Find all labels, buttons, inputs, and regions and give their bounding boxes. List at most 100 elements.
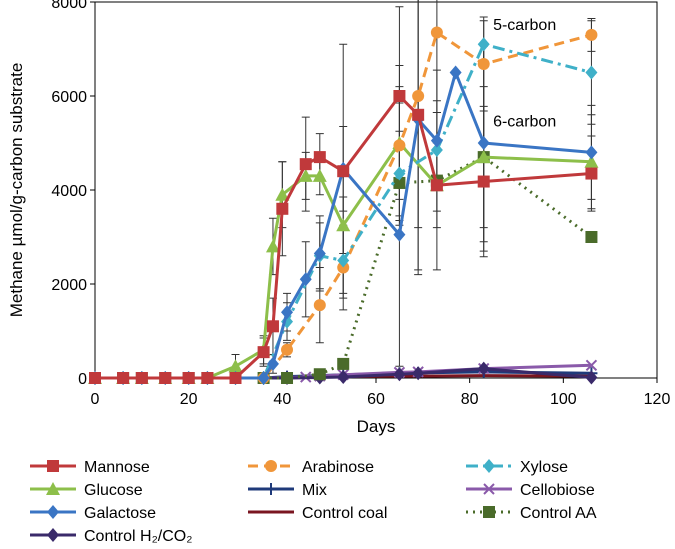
data-point xyxy=(266,320,279,333)
legend-label: Control coal xyxy=(302,505,387,522)
legend-label: Galactose xyxy=(84,505,156,522)
data-point xyxy=(313,246,326,261)
legend-item-arabinose: Arabinose xyxy=(248,459,374,476)
legend-item-control-coal: Control coal xyxy=(248,505,387,522)
legend-item-cellobiose: Cellobiose xyxy=(466,482,595,499)
data-point xyxy=(159,372,172,384)
data-point xyxy=(313,151,326,164)
data-point xyxy=(337,357,350,370)
data-point xyxy=(412,366,425,381)
x-tick-label: 120 xyxy=(644,391,671,408)
data-point xyxy=(430,179,443,192)
data-point xyxy=(281,305,294,320)
x-tick-label: 60 xyxy=(367,391,385,408)
data-point xyxy=(281,343,294,356)
legend-marker xyxy=(483,506,495,518)
data-point xyxy=(89,372,101,384)
legend-label: Glucose xyxy=(84,482,143,499)
legend-item-control-aa: Control AA xyxy=(466,505,597,522)
legend: Mannose Arabinose Xylose Glucose Mix Cellobio… xyxy=(30,459,597,545)
annotation-6-carbon: 6-carbon xyxy=(493,114,556,131)
x-tick-label: 0 xyxy=(91,391,100,408)
series-mannose xyxy=(89,90,598,384)
legend-item-xylose: Xylose xyxy=(466,459,568,476)
data-point xyxy=(585,359,598,372)
data-point xyxy=(257,346,270,359)
data-point xyxy=(281,372,294,384)
data-point xyxy=(412,90,425,102)
annotation-5-carbon: 5-carbon xyxy=(493,17,556,34)
data-point xyxy=(585,28,598,41)
data-point xyxy=(449,65,462,80)
data-point xyxy=(336,218,351,232)
data-point xyxy=(312,168,327,182)
data-point xyxy=(585,145,598,160)
data-point xyxy=(299,272,312,287)
x-tick-label: 80 xyxy=(461,391,479,408)
data-point xyxy=(201,372,214,384)
data-point xyxy=(298,168,313,182)
data-point xyxy=(477,37,490,52)
data-point xyxy=(182,372,195,384)
data-point xyxy=(337,370,350,385)
x-tick-label: 20 xyxy=(180,391,198,408)
legend-label: Control H₂/CO₂ xyxy=(84,528,192,545)
legend-marker xyxy=(47,505,59,519)
series-layer xyxy=(88,26,599,385)
x-tick-label: 100 xyxy=(550,391,577,408)
legend-item-galactose: Galactose xyxy=(30,505,156,522)
axes-layer: 0 2000 4000 6000 8000 0 20 40 60 80 100 120 Days Meth… xyxy=(7,0,670,436)
legend-label: Xylose xyxy=(520,459,568,476)
legend-marker xyxy=(483,483,495,495)
annotations-layer: 5-carbon 6-carbon xyxy=(493,17,556,130)
legend-marker xyxy=(483,459,495,473)
data-point xyxy=(585,65,598,80)
data-point xyxy=(393,166,406,181)
legend-marker xyxy=(265,460,277,472)
data-point xyxy=(477,361,490,376)
data-point xyxy=(584,154,599,168)
data-point xyxy=(337,261,350,274)
data-point xyxy=(476,150,491,164)
x-axis-title: Days xyxy=(357,417,396,436)
data-point xyxy=(477,175,490,188)
legend-label: Control AA xyxy=(520,505,597,522)
data-point xyxy=(337,165,350,178)
legend-label: Mannose xyxy=(84,459,150,476)
legend-item-glucose: Glucose xyxy=(30,482,143,499)
data-point xyxy=(257,371,270,385)
data-point xyxy=(393,227,406,242)
legend-label: Arabinose xyxy=(302,459,374,476)
legend-marker xyxy=(47,460,59,472)
data-point xyxy=(313,299,326,312)
data-point xyxy=(275,187,290,201)
data-point xyxy=(430,143,443,158)
legend-marker xyxy=(47,528,59,542)
data-point xyxy=(117,372,130,384)
data-point xyxy=(430,133,443,148)
data-point xyxy=(393,367,406,382)
y-tick-label: 6000 xyxy=(51,89,87,106)
data-point xyxy=(585,231,598,243)
legend-item-mix: Mix xyxy=(248,482,327,499)
data-point xyxy=(313,368,326,381)
data-point xyxy=(266,356,279,371)
legend-marker xyxy=(265,483,277,495)
y-tick-label: 4000 xyxy=(51,183,87,200)
data-point xyxy=(299,158,312,171)
legend-label: Cellobiose xyxy=(520,482,595,499)
data-point xyxy=(393,90,406,102)
y-tick-label: 2000 xyxy=(51,277,87,294)
legend-label: Mix xyxy=(302,482,327,499)
data-point xyxy=(477,136,490,150)
legend-marker xyxy=(46,482,60,495)
data-point xyxy=(393,176,406,189)
data-point xyxy=(477,58,490,71)
y-tick-label: 8000 xyxy=(51,0,87,12)
data-point xyxy=(412,108,425,121)
data-point xyxy=(430,26,443,39)
data-point xyxy=(393,139,406,152)
data-point xyxy=(585,370,598,385)
data-point xyxy=(135,372,148,384)
